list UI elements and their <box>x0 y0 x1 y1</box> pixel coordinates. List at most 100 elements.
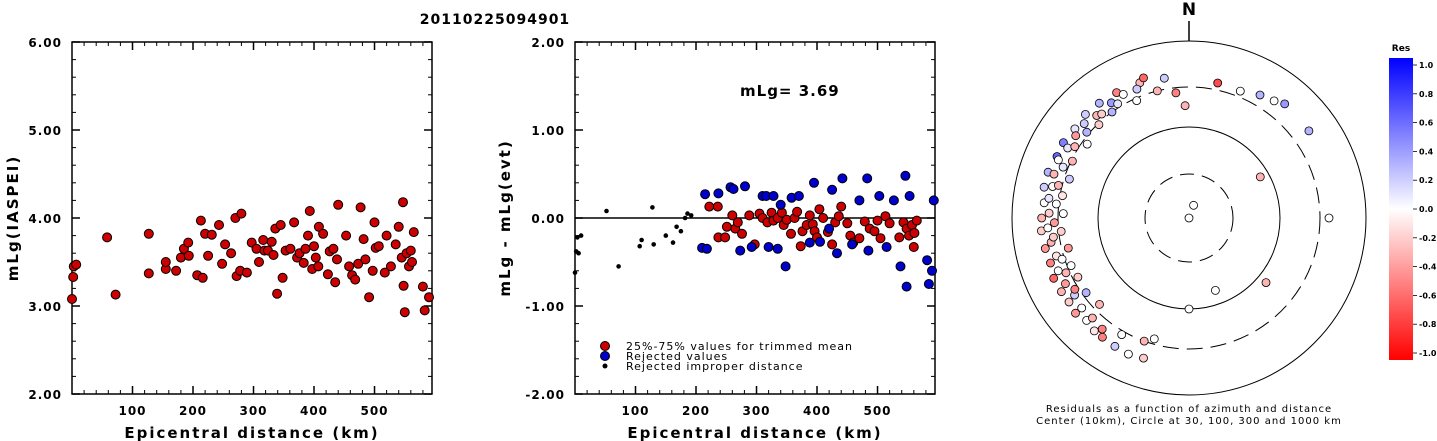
y-tick-label: -2.00 <box>525 388 565 402</box>
y-axis-label: mLg - mLg(evt) <box>496 139 514 296</box>
rejected-point <box>824 223 835 234</box>
residual-point <box>1097 324 1107 334</box>
colorbar-tick-label: -0.4 <box>1419 263 1437 272</box>
residual-point <box>1063 243 1073 253</box>
data-point <box>102 232 113 243</box>
residual-colorbar: Res 1.0 0.8 0.6 0.4 0.2 0.0 -0.2 -0.4 -0.6 -0.8 -1… <box>1389 44 1437 360</box>
residual-point <box>1057 287 1066 297</box>
trimmed-mean-point <box>875 233 886 244</box>
data-point <box>373 241 384 252</box>
rejected-point <box>874 191 885 201</box>
residual-point <box>1110 341 1120 351</box>
residual-point <box>1324 213 1334 223</box>
data-points <box>67 197 434 318</box>
data-point <box>160 257 171 267</box>
x-tick-label: 300 <box>742 404 770 418</box>
legend-label-trimmed: 25%-75% values for trimmed mean <box>626 340 853 353</box>
residual-point <box>1098 332 1107 342</box>
residual-point <box>1071 308 1080 318</box>
colorbar-title: Res <box>1392 44 1410 54</box>
y-tick-label: 6.00 <box>28 36 62 50</box>
data-point <box>258 235 269 245</box>
panel-magnitude-vs-distance: 100 200 300 400 500 2.00 3.00 4.00 5.00 6.00 Epic… <box>4 36 434 441</box>
data-point <box>183 237 194 248</box>
data-point <box>143 228 154 239</box>
data-point <box>385 261 396 272</box>
rejected-point <box>780 261 791 272</box>
y-tick-label: 4.00 <box>28 212 62 226</box>
residual-point <box>1139 336 1149 346</box>
colorbar-tick-label: 0.8 <box>1419 90 1434 99</box>
rejected-point <box>862 173 873 184</box>
data-point <box>419 305 430 316</box>
x-tick-label: 400 <box>300 404 328 418</box>
improper-distance-point <box>650 205 655 210</box>
data-point <box>289 217 300 228</box>
trimmed-mean-point <box>894 232 905 243</box>
data-point <box>298 257 309 268</box>
residual-point <box>1049 232 1058 242</box>
residual-point <box>1039 182 1049 192</box>
improper-distance-point <box>688 213 694 218</box>
improper-distance-point <box>682 215 688 221</box>
trimmed-mean-point <box>854 233 865 244</box>
x-tick-label: 200 <box>682 404 710 418</box>
trimmed-mean-point <box>744 210 755 221</box>
residual-point <box>1088 313 1097 323</box>
trimmed-mean-point <box>911 215 922 226</box>
data-point <box>275 220 286 230</box>
y-tick-label: 1.00 <box>531 124 565 138</box>
rejected-point <box>895 261 906 272</box>
colorbar-tick-label: 0.0 <box>1419 205 1434 214</box>
residual-point <box>1082 127 1092 137</box>
data-point <box>369 217 380 228</box>
data-point <box>417 281 428 292</box>
data-point <box>364 292 375 303</box>
data-point <box>379 267 390 278</box>
residual-point <box>1124 349 1133 359</box>
residual-point <box>1139 73 1148 83</box>
colorbar-gradient <box>1389 58 1413 360</box>
legend-label-improper: Rejected improper distance <box>626 360 804 373</box>
trimmed-mean-point <box>908 242 919 252</box>
legend: 25%-75% values for trimmed mean Rejected… <box>600 340 853 373</box>
trimmed-mean-point <box>795 241 806 252</box>
residual-point <box>1070 142 1080 152</box>
plot-frame <box>71 41 433 395</box>
rejected-point <box>837 173 848 184</box>
residual-point <box>1058 209 1068 219</box>
y-tick-label: 3.00 <box>28 300 62 314</box>
residual-point <box>1184 304 1194 314</box>
colorbar-tick-label: -0.8 <box>1419 320 1437 329</box>
trimmed-mean-point <box>721 221 732 232</box>
residual-point <box>1081 110 1090 119</box>
colorbar-tick-label: -0.2 <box>1419 234 1437 243</box>
x-tick-label: 500 <box>863 404 891 418</box>
residual-point <box>1056 226 1066 236</box>
data-point <box>268 250 279 260</box>
residual-point <box>1057 254 1067 264</box>
data-point <box>183 250 194 261</box>
improper-distance-point <box>616 264 621 269</box>
rejected-point <box>763 242 774 252</box>
residual-point <box>1097 109 1107 119</box>
data-point <box>309 241 319 252</box>
residual-point <box>1061 268 1071 278</box>
residual-point <box>1095 299 1104 309</box>
rejected-point <box>701 243 712 254</box>
residual-point <box>1058 191 1067 201</box>
rejected-point <box>922 255 933 266</box>
residual-point <box>1046 258 1055 268</box>
residual-point <box>1280 99 1290 109</box>
data-point <box>217 258 228 269</box>
trimmed-mean-point <box>804 210 815 221</box>
improper-distance-point <box>637 243 642 249</box>
data-point <box>399 307 410 318</box>
residual-point <box>1269 96 1279 106</box>
data-point <box>358 234 369 245</box>
x-axis-label: Epicentral distance (km) <box>124 424 379 441</box>
colorbar-tick-label: 0.4 <box>1419 147 1434 156</box>
residual-point <box>1044 208 1054 218</box>
rejected-point <box>815 236 825 247</box>
data-point <box>67 294 77 304</box>
